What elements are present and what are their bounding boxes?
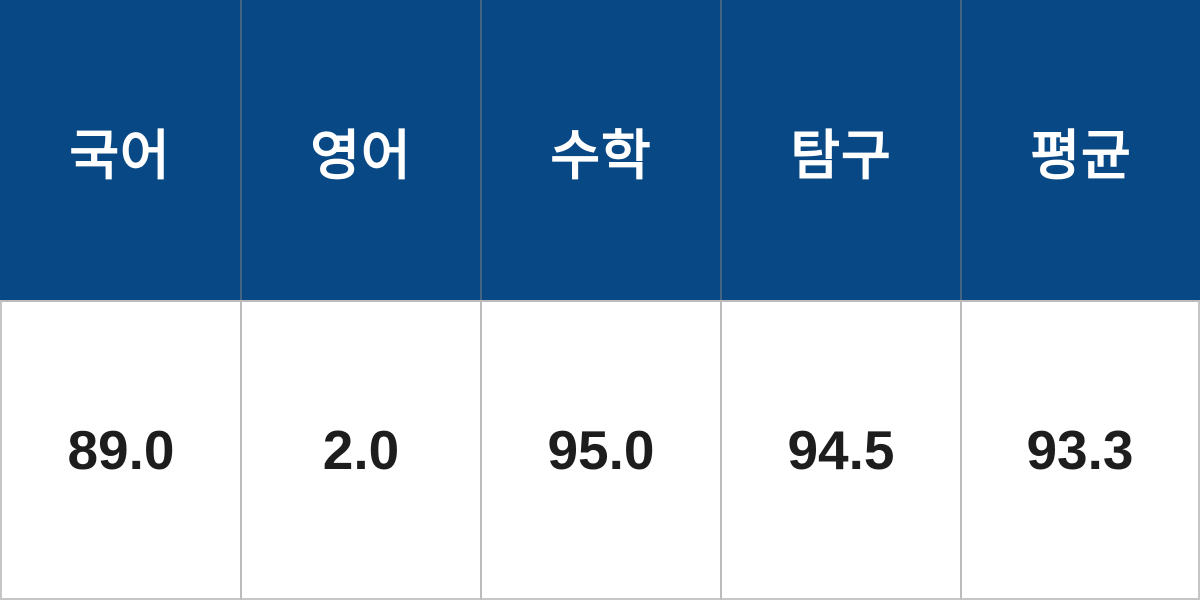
header-cell-korean: 국어 [0, 0, 240, 300]
value-cell-inquiry: 94.5 [720, 300, 960, 600]
value-cell-math: 95.0 [480, 300, 720, 600]
value-cell-korean: 89.0 [0, 300, 240, 600]
header-cell-english: 영어 [240, 0, 480, 300]
value-cell-average: 93.3 [960, 300, 1200, 600]
header-cell-math: 수학 [480, 0, 720, 300]
value-cell-english: 2.0 [240, 300, 480, 600]
header-cell-inquiry: 탐구 [720, 0, 960, 300]
header-cell-average: 평균 [960, 0, 1200, 300]
